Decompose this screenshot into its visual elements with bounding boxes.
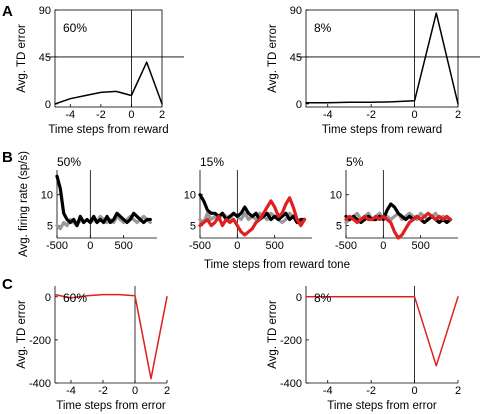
- series-line-2: [198, 196, 307, 237]
- y-tick-label: 45: [39, 52, 51, 64]
- chart-b2: -500 0 500 5 10 15%: [184, 155, 312, 252]
- chart-title: 60%: [63, 291, 87, 305]
- x-tick-label: 0: [234, 240, 240, 252]
- x-tick-label: 2: [455, 109, 461, 121]
- chart-b1: -500 0 500 5 10 50% Avg. firing rate (sp/s): [18, 151, 157, 257]
- x-tick-label: -2: [98, 385, 108, 397]
- x-tick-label: 500: [265, 240, 283, 252]
- series-line-0: [54, 293, 168, 380]
- y-axis-label: Avg. firing rate (sp/s): [18, 151, 30, 257]
- y-tick-label: -200: [280, 335, 302, 347]
- x-tick-label: 0: [128, 109, 134, 121]
- y-tick-label: 0: [45, 292, 51, 304]
- y-tick-label: 5: [336, 221, 342, 233]
- y-tick-label: -200: [29, 335, 51, 347]
- series-line-0: [305, 296, 459, 367]
- x-tick-label: 0: [132, 385, 138, 397]
- y-tick-label: 90: [39, 5, 51, 17]
- chart-b3: -500 0 500 5 10 5%: [330, 155, 458, 252]
- plot-frame: [305, 9, 459, 108]
- chart-title: 60%: [63, 21, 87, 35]
- chart-title: 50%: [57, 155, 81, 169]
- chart-title: 8%: [314, 291, 332, 305]
- x-tick-label: 2: [164, 385, 170, 397]
- y-tick-label: 5: [190, 221, 196, 233]
- y-axis-label: Avg. TD error: [267, 24, 279, 93]
- plot-frame: [54, 9, 163, 108]
- charts-layer: -4 -2 0 2 0 45 90 60% Time steps from reward Avg.…: [16, 5, 480, 412]
- chart-c2: -4 -2 0 2 -400 -200 0 8% Time steps from error Av…: [267, 286, 461, 412]
- chart-title: 15%: [200, 155, 224, 169]
- x-tick-label: -4: [66, 385, 76, 397]
- x-tick-label: -2: [366, 109, 376, 121]
- x-tick-label: 0: [412, 109, 418, 121]
- x-tick-label: -4: [323, 109, 333, 121]
- y-axis-label: Avg. TD error: [16, 24, 28, 93]
- series-line-0: [305, 12, 459, 105]
- x-tick-label: -500: [46, 240, 68, 252]
- chart-a2: -4 -2 0 2 0 45 90 8% Time steps from reward Avg. …: [267, 5, 480, 136]
- y-axis-label: Avg. TD error: [16, 300, 28, 369]
- y-tick-label: 5: [47, 221, 53, 233]
- y-tick-label: 0: [296, 99, 302, 111]
- x-tick-label: -4: [65, 109, 75, 121]
- panel-letter-a: A: [2, 3, 13, 20]
- series-line-2: [344, 211, 453, 240]
- chart-title: 8%: [314, 21, 332, 35]
- x-tick-label: -4: [323, 385, 333, 397]
- series-line-1: [198, 193, 307, 225]
- y-tick-label: 90: [290, 5, 302, 17]
- x-axis-label: Time steps from error: [327, 400, 437, 412]
- x-tick-label: -2: [366, 385, 376, 397]
- x-tick-label: 500: [114, 240, 132, 252]
- y-tick-label: 45: [290, 52, 302, 64]
- panel-b-x-axis-label: Time steps from reward tone: [204, 259, 350, 271]
- x-axis-label: Time steps from error: [56, 400, 166, 412]
- series-line-1: [55, 174, 152, 228]
- x-tick-label: 0: [380, 240, 386, 252]
- panel-letter-c: C: [2, 276, 13, 293]
- chart-a1: -4 -2 0 2 0 45 90 60% Time steps from reward Avg.…: [16, 5, 184, 136]
- x-tick-label: -500: [335, 240, 357, 252]
- y-tick-label: -400: [29, 378, 51, 390]
- series-line-0: [54, 61, 163, 105]
- y-axis-label: Avg. TD error: [267, 300, 279, 369]
- y-tick-label: 10: [330, 190, 342, 202]
- y-tick-label: 0: [45, 99, 51, 111]
- x-tick-label: 500: [411, 240, 429, 252]
- x-tick-label: -2: [96, 109, 106, 121]
- chart-title: 5%: [346, 155, 364, 169]
- x-tick-label: 0: [412, 385, 418, 397]
- x-tick-label: 2: [455, 385, 461, 397]
- x-tick-label: 0: [87, 240, 93, 252]
- y-tick-label: 0: [296, 292, 302, 304]
- x-axis-label: Time steps from reward: [322, 124, 442, 136]
- x-tick-label: -500: [189, 240, 211, 252]
- chart-c1: -4 -2 0 2 -400 -200 0 60% Time steps from error A…: [16, 286, 170, 412]
- x-tick-label: 2: [159, 109, 165, 121]
- y-tick-label: -400: [280, 378, 302, 390]
- panel-letter-b: B: [2, 149, 13, 166]
- x-axis-label: Time steps from reward: [48, 124, 168, 136]
- y-tick-label: 10: [41, 190, 53, 202]
- y-tick-label: 10: [184, 190, 196, 202]
